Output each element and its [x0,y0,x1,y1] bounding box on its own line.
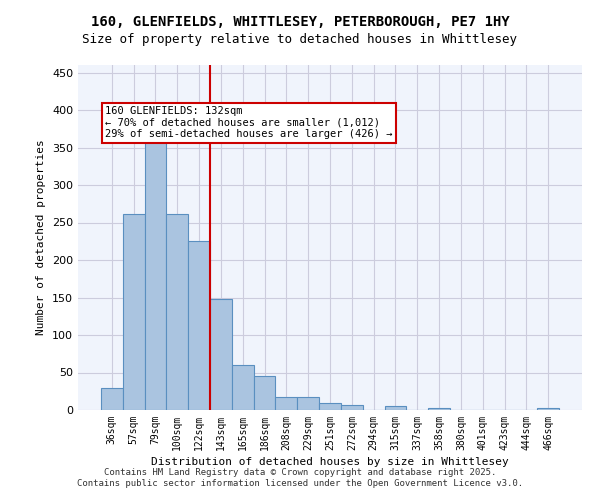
X-axis label: Distribution of detached houses by size in Whittlesey: Distribution of detached houses by size … [151,457,509,467]
Bar [254,376,275,410]
Text: Contains HM Land Registry data © Crown copyright and database right 2025.
Contai: Contains HM Land Registry data © Crown c… [77,468,523,487]
Text: 160 GLENFIELDS: 132sqm
← 70% of detached houses are smaller (1,012)
29% of semi-: 160 GLENFIELDS: 132sqm ← 70% of detached… [105,106,393,140]
Text: 160, GLENFIELDS, WHITTLESEY, PETERBOROUGH, PE7 1HY: 160, GLENFIELDS, WHITTLESEY, PETERBOROUG… [91,15,509,29]
Bar [385,406,406,410]
Bar [297,396,319,410]
Bar [341,405,363,410]
Bar [145,132,166,410]
Bar [166,214,188,410]
Bar [210,299,232,410]
Bar [232,365,254,410]
Bar [537,408,559,410]
Bar [101,388,123,410]
Bar [275,396,297,410]
Y-axis label: Number of detached properties: Number of detached properties [37,140,46,336]
Bar [319,402,341,410]
Bar [123,214,145,410]
Bar [188,240,210,410]
Bar [428,408,450,410]
Text: Size of property relative to detached houses in Whittlesey: Size of property relative to detached ho… [83,32,517,46]
